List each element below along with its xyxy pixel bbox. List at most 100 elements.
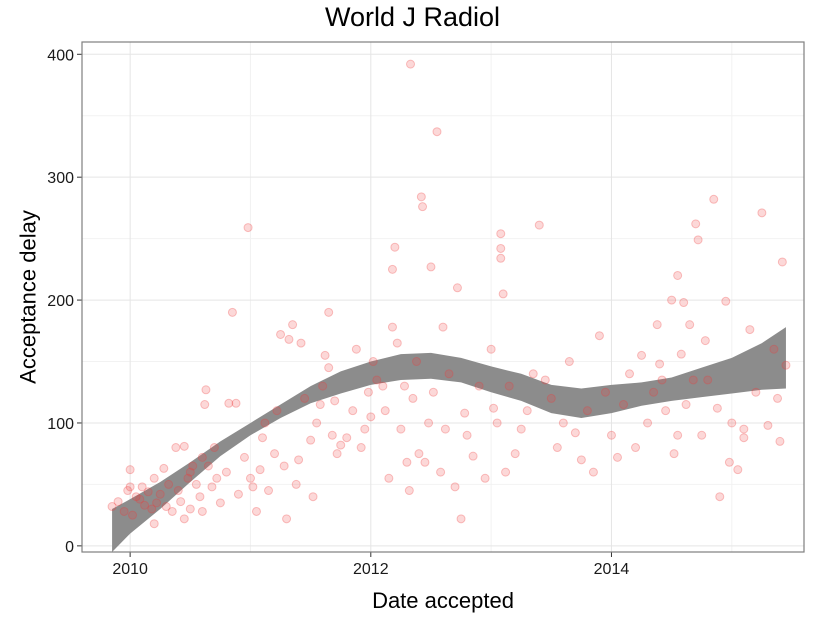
- data-point: [416, 192, 426, 202]
- axes: 2010 2012 2014 0 100 200 300 400: [47, 47, 629, 578]
- data-point: [264, 486, 274, 496]
- data-point: [456, 514, 466, 524]
- data-point: [504, 381, 514, 391]
- data-point: [739, 433, 749, 443]
- data-point: [239, 452, 249, 462]
- data-point: [258, 433, 267, 443]
- data-point: [195, 492, 205, 502]
- data-point: [582, 406, 592, 416]
- data-point: [179, 441, 189, 451]
- data-point: [159, 463, 169, 473]
- data-point: [594, 331, 604, 341]
- data-point: [757, 208, 767, 218]
- data-point: [149, 519, 159, 529]
- data-point: [366, 412, 376, 422]
- data-point: [276, 329, 286, 339]
- data-point: [155, 489, 165, 499]
- data-point: [546, 393, 556, 403]
- data-point: [135, 494, 145, 504]
- x-tick-label: 2010: [112, 561, 148, 578]
- data-point: [351, 344, 361, 354]
- y-tick-label: 100: [47, 416, 74, 433]
- data-point: [171, 443, 181, 453]
- data-point: [652, 320, 662, 330]
- data-point: [570, 428, 580, 438]
- data-point: [528, 369, 538, 379]
- data-point: [167, 506, 177, 516]
- data-point: [733, 465, 743, 475]
- data-point: [272, 406, 282, 416]
- data-point: [452, 283, 462, 293]
- data-point: [270, 449, 280, 459]
- data-point: [501, 467, 511, 477]
- data-point: [404, 486, 414, 496]
- y-tick-label: 0: [65, 539, 74, 556]
- data-point: [107, 502, 117, 512]
- data-point: [191, 479, 201, 489]
- data-point: [496, 253, 506, 263]
- data-point: [203, 461, 213, 471]
- data-point: [700, 336, 710, 346]
- data-point: [751, 387, 761, 397]
- data-point: [681, 400, 691, 410]
- data-point: [224, 398, 234, 408]
- data-point: [363, 387, 373, 397]
- data-point: [318, 381, 328, 391]
- data-point: [667, 295, 677, 305]
- data-point: [688, 375, 698, 385]
- confidence-band: [112, 327, 786, 552]
- data-point: [296, 338, 306, 348]
- y-tick-label: 300: [47, 170, 74, 187]
- data-point: [552, 443, 562, 453]
- data-point: [703, 375, 713, 385]
- data-point: [324, 307, 334, 317]
- data-point: [522, 406, 532, 416]
- data-point: [342, 433, 352, 443]
- data-point: [140, 500, 150, 510]
- data-point: [606, 430, 616, 440]
- data-point: [207, 482, 217, 492]
- data-point: [320, 350, 330, 360]
- data-point: [392, 338, 402, 348]
- data-point: [279, 461, 289, 471]
- data-point: [197, 452, 207, 462]
- data-point: [260, 418, 270, 428]
- data-point: [119, 506, 129, 516]
- data-point: [201, 385, 211, 395]
- data-point: [294, 455, 304, 465]
- data-point: [164, 479, 174, 489]
- data-point: [440, 424, 450, 434]
- data-point: [248, 482, 258, 492]
- data-point: [763, 420, 773, 430]
- data-point: [396, 424, 406, 434]
- plot-border: [81, 41, 805, 553]
- data-point: [773, 393, 783, 403]
- data-point: [390, 242, 400, 252]
- x-tick-label: 2014: [594, 561, 630, 578]
- data-point: [324, 363, 334, 373]
- data-point: [332, 449, 342, 459]
- data-point: [420, 457, 430, 467]
- data-point: [428, 387, 438, 397]
- data-point: [291, 479, 301, 489]
- data-point: [282, 514, 292, 524]
- data-point: [637, 350, 647, 360]
- data-point: [444, 369, 454, 379]
- data-point: [655, 359, 665, 369]
- data-point: [492, 418, 502, 428]
- data-point: [676, 349, 686, 359]
- data-point: [775, 436, 785, 446]
- data-point: [588, 467, 598, 477]
- data-point: [739, 424, 749, 434]
- data-point: [368, 357, 378, 367]
- data-point: [336, 440, 346, 450]
- data-point: [496, 243, 506, 253]
- data-point: [669, 449, 679, 459]
- data-point: [540, 375, 550, 385]
- data-point: [233, 489, 243, 499]
- data-point: [143, 487, 153, 497]
- data-point: [327, 430, 337, 440]
- data-point: [152, 498, 162, 508]
- data-point: [412, 357, 422, 367]
- data-point: [161, 502, 171, 512]
